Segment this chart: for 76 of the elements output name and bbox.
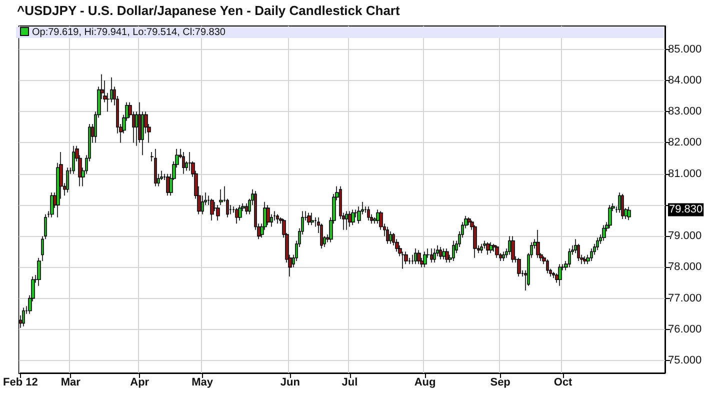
candlestick [238, 204, 242, 221]
candlestick [452, 240, 455, 262]
candlestick [276, 214, 279, 224]
candlestick [310, 212, 314, 226]
y-tick-label: 79.000 [668, 230, 702, 242]
candlestick [511, 236, 515, 263]
candlestick [357, 206, 361, 224]
candlestick [210, 198, 214, 221]
text: 79.830 [669, 204, 703, 216]
candlestick [50, 192, 54, 218]
x-tick-label: Aug [414, 376, 436, 388]
candlestick [467, 216, 471, 226]
candlestick [558, 264, 562, 286]
candlestick [348, 210, 352, 228]
candlestick [602, 224, 606, 242]
candlestick [307, 212, 311, 226]
candlestick [430, 248, 433, 263]
candlestick [445, 248, 449, 263]
candlestick [423, 251, 427, 268]
y-tick-label: 82.000 [668, 136, 702, 149]
candlestick [182, 152, 185, 174]
x-tick-label: Jul [342, 376, 358, 388]
y-tick-label: 76.000 [668, 323, 702, 336]
x-tick-label: Jun [280, 376, 300, 388]
candlestick [495, 245, 499, 258]
candlestick [590, 248, 593, 262]
y-tick-label: 77.000 [668, 292, 702, 304]
candlestick [536, 229, 540, 258]
candlestick [417, 250, 421, 264]
x-tick-label: Sep [490, 376, 511, 388]
candlestick [596, 237, 599, 250]
candlestick [386, 226, 389, 244]
y-tick-label: 78.000 [668, 261, 702, 274]
y-tick-label: 84.000 [668, 74, 702, 86]
candlestick [552, 271, 555, 278]
candlestick [627, 206, 631, 220]
candlestick [486, 242, 490, 256]
candlestick [577, 243, 580, 262]
candlestick [517, 257, 521, 277]
x-tick-label: Apr [130, 376, 150, 388]
candlestick [235, 208, 239, 224]
candlestick [216, 204, 220, 221]
x-tick-label: Mar [60, 376, 82, 388]
candlestick [473, 224, 477, 258]
candlestick [489, 242, 493, 254]
candlestick [546, 259, 549, 274]
annotation: Op:79.619, Hi:79.941, Lo:79.514, Cl:79.830 [32, 27, 226, 38]
candlestick [351, 209, 355, 226]
chart-title: ^USDJPY - U.S. Dollar/Japanese Yen - Daily Candlestick Chart [17, 3, 400, 18]
x-tick-label: Feb 12 [2, 376, 38, 388]
y-tick-label: 75.000 [668, 354, 702, 367]
x-tick-label: May [192, 376, 214, 388]
candlestick [414, 248, 417, 264]
candlestick [404, 251, 408, 264]
candlestick [502, 251, 505, 262]
candlestick [583, 256, 587, 264]
candlestick [367, 206, 370, 221]
candlestick [568, 248, 571, 268]
candlestick [345, 210, 348, 230]
y-tick-label: 81.000 [668, 168, 702, 180]
candlestick [72, 145, 75, 174]
candlestick [621, 194, 624, 220]
candlestick [22, 307, 25, 327]
candlestick [608, 204, 612, 229]
candlestick [219, 188, 223, 206]
candlestick [154, 148, 157, 187]
candlestick [433, 248, 436, 263]
candlestick [442, 248, 446, 260]
candlestick [266, 204, 270, 226]
candlestick [66, 167, 69, 193]
candlestick [439, 246, 442, 260]
y-tick-label: 83.000 [668, 106, 702, 118]
x-tick-label: Oct [554, 376, 573, 388]
y-tick-label: 85.000 [668, 43, 702, 56]
candlestick [480, 243, 483, 254]
candlestick [245, 202, 248, 215]
